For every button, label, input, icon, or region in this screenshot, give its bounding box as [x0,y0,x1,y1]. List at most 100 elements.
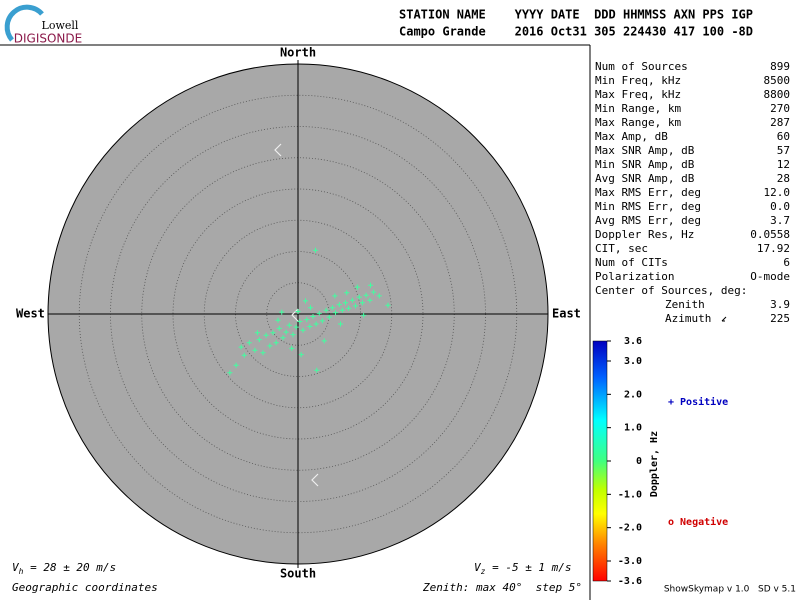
stat-value: 270 [770,102,790,115]
stat-value: 57 [777,144,790,157]
source [300,327,306,333]
stat-value: 17.92 [757,242,790,255]
stat-value: 60 [777,130,790,143]
stat-value: 8500 [764,74,791,87]
center-label: Azimuth [665,312,711,325]
source [371,289,377,295]
source [286,322,292,328]
center-value: 225 [770,312,790,325]
stat-label: Max RMS Err, deg [595,186,701,199]
source [359,300,365,306]
source [295,309,301,314]
coords: Geographic coordinates [12,581,158,594]
source [310,314,316,319]
source [238,344,244,350]
header-values: Campo Grande 2016 Oct31 305 224430 417 1… [399,25,753,39]
source [323,307,329,313]
source [319,318,325,324]
vh-sub: h [19,567,24,576]
source [316,310,322,316]
source [314,367,320,373]
logo-top: Lowell [42,19,79,32]
colorbar-tick-label: -3.6 [618,576,642,587]
source [283,329,289,335]
legend-negative: o Negative [668,516,728,528]
vh-text: = 28 ± 20 m/s [23,561,116,574]
center-label: Zenith [665,298,705,311]
stat-label: Avg RMS Err, deg [595,214,701,227]
source [267,343,273,349]
source [332,293,338,299]
source [260,350,266,356]
source [344,290,350,296]
source [280,335,286,341]
stat-value: 12 [777,158,790,171]
source [308,305,313,311]
source [313,247,318,253]
vz: Vz = -5 ± 1 m/s [474,561,572,576]
colorbar-axis: 3.6 3.0 2.0 1.0 0 -1.0 -2.0 -3.0 -3.6 [607,336,642,587]
stat-label: Min RMS Err, deg [595,200,701,213]
source [307,324,313,329]
source [256,337,262,343]
source [275,317,281,323]
source [343,300,348,306]
stat-label: CIT, sec [595,242,648,255]
logo-bottom: DIGISONDE [14,32,82,46]
source [376,293,382,299]
stat-label: Max Amp, dB [595,130,668,143]
vz-text: = -5 ± 1 m/s [485,561,571,574]
colorbar-tick-label: 3.0 [624,356,642,367]
source [252,347,258,353]
stat-label: Polarization [595,270,674,283]
stat-value: O-mode [750,270,790,283]
stat-label: Doppler Res, Hz [595,228,694,241]
source [333,310,338,316]
direction-label: East [552,307,581,321]
stat-value: 899 [770,60,790,73]
source [279,309,285,315]
stat-value: 287 [770,116,790,129]
vz-sub: z [481,567,486,576]
source [227,370,233,376]
direction-label: West [16,307,45,321]
source [338,321,343,327]
stat-label: Num of Sources [595,60,688,73]
chevron [274,143,282,157]
stat-label: Max Freq, kHz [595,88,681,101]
chevron [311,473,319,487]
source [349,297,355,303]
direction-label: North [280,46,316,60]
source [353,303,358,309]
stat-value: 0.0 [770,200,790,213]
source [233,362,239,368]
source [356,294,362,300]
source [321,338,327,344]
azimuth-icon [721,316,727,322]
source [290,332,296,338]
stat-value: 28 [777,172,790,185]
stat-value: 12.0 [764,186,791,199]
skymap [47,60,549,568]
source [385,302,391,308]
colorbar-title: Doppler, Hz [649,431,660,497]
source [254,330,260,336]
stat-value: 8800 [764,88,791,101]
source [270,330,276,336]
source [263,332,269,338]
source [329,305,335,311]
source [246,340,252,346]
source [361,312,367,318]
zenith-info: Zenith: max 40° step 5° [422,581,582,594]
colorbar [592,340,608,582]
source [339,307,345,313]
center-title: Center of Sources, deg: [595,284,747,297]
stat-label: Num of CITs [595,256,668,269]
source [313,321,319,327]
colorbar-tick-label: -2.0 [618,523,642,534]
source [336,302,342,308]
source [367,297,373,303]
stat-label: Max SNR Amp, dB [595,144,695,157]
stat-label: Min Range, km [595,102,681,115]
